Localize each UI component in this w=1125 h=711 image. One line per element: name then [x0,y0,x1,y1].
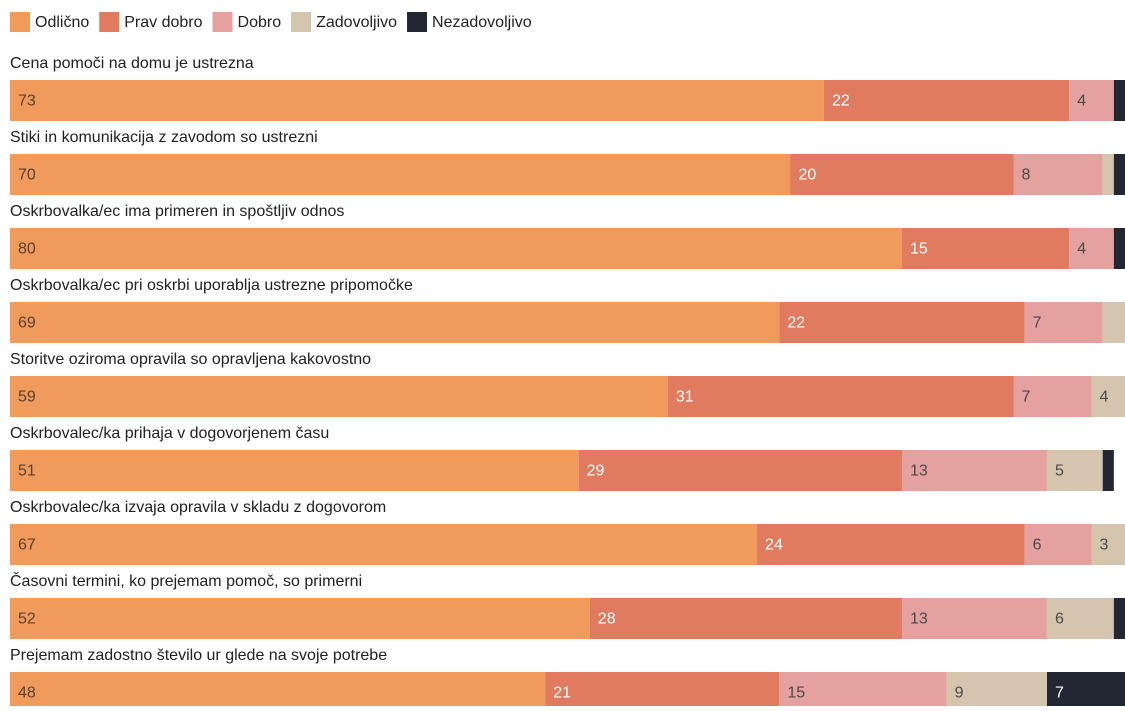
bar-segment [10,598,590,639]
value-label: 3 [1100,537,1109,554]
bar-segment [1069,80,1114,121]
bar-segment [10,672,546,711]
bar-segment [1113,228,1125,269]
bar-segment [10,302,780,343]
bar-segment [10,80,824,121]
value-label: 7 [1022,389,1031,406]
value-label: 69 [18,315,36,332]
legend-label: Nezadovoljivo [432,14,532,31]
value-label: 51 [18,463,36,480]
bar-segment [1091,376,1125,417]
row-label: Časovni termini, ko prejemam pomoč, so p… [10,571,362,590]
value-label: 5 [1055,463,1064,480]
value-label: 21 [553,685,571,702]
row-label: Prejemam zadostno število ur glede na sv… [10,647,387,664]
bar-segment [757,524,1025,565]
value-label: 73 [18,93,36,110]
bar-segment [10,228,902,269]
bar-segment [10,154,791,195]
legend-swatch [99,12,120,32]
bar-segment [1102,450,1114,491]
bar-segment [779,672,947,711]
bar-segment [902,450,1047,491]
row-label: Cena pomoči na domu je ustrezna [10,55,254,72]
bar-segment [1013,154,1103,195]
bar-segment [1113,80,1125,121]
bar-segment [545,672,780,711]
bar-segment [1024,524,1092,565]
bar-segment [1113,598,1125,639]
value-label: 70 [18,167,36,184]
value-label: 15 [787,685,805,702]
bar-segment [946,672,1047,711]
legend-label: Dobro [238,14,282,31]
bar-segment [1013,376,1092,417]
value-label: 7 [1055,685,1064,702]
value-label: 29 [587,463,605,480]
bar-segment [1102,154,1114,195]
legend-swatch [291,12,312,32]
bar-segment [10,376,668,417]
bar-segment [1091,524,1125,565]
value-label: 6 [1033,537,1042,554]
bar-segment [578,450,902,491]
legend-swatch [212,12,233,32]
row-label: Stiki in komunikacija z zavodom so ustre… [10,129,318,146]
value-label: 4 [1077,93,1086,110]
value-label: 24 [765,537,783,554]
bar-segment [1069,228,1114,269]
value-label: 6 [1055,611,1064,628]
value-label: 15 [910,241,928,258]
value-label: 7 [1033,315,1042,332]
value-label: 28 [598,611,616,628]
bar-segment [589,598,902,639]
value-label: 13 [910,611,928,628]
value-label: 20 [799,167,817,184]
value-label: 13 [910,463,928,480]
bar-segment [1046,450,1103,491]
value-label: 22 [787,315,805,332]
value-label: 48 [18,685,36,702]
value-label: 4 [1077,241,1086,258]
row-label: Oskrbovalka/ec ima primeren in spoštljiv… [10,203,344,220]
bar-segment [667,376,1014,417]
value-label: 8 [1022,167,1031,184]
bar-segment [1046,672,1125,711]
legend-label: Zadovoljivo [316,14,397,31]
row-label: Oskrbovalec/ka izvaja opravila v skladu … [10,499,386,516]
bar-segment [1102,302,1125,343]
legend-swatch [10,12,30,32]
value-label: 9 [955,685,964,702]
value-label: 4 [1100,389,1109,406]
bar-segment [790,154,1014,195]
value-label: 22 [832,93,850,110]
value-label: 52 [18,611,36,628]
legend-swatch [407,12,428,32]
bar-segment [10,524,758,565]
legend-label: Odlično [35,14,89,31]
row-label: Storitve oziroma opravila so opravljena … [10,351,371,368]
legend-label: Prav dobro [124,14,202,31]
row-label: Oskrbovalka/ec pri oskrbi uporablja ustr… [10,277,413,294]
row-label: Oskrbovalec/ka prihaja v dogovorjenem ča… [10,425,329,442]
value-label: 59 [18,389,36,406]
bar-segment [902,228,1070,269]
value-label: 31 [676,389,694,406]
value-label: 67 [18,537,36,554]
bar-segment [10,450,579,491]
bar-segment [902,598,1047,639]
bar-segment [779,302,1025,343]
bar-segment [823,80,1070,121]
bar-segment [1024,302,1103,343]
bar-segment [1113,154,1125,195]
bar-segment [1046,598,1114,639]
value-label: 80 [18,241,36,258]
